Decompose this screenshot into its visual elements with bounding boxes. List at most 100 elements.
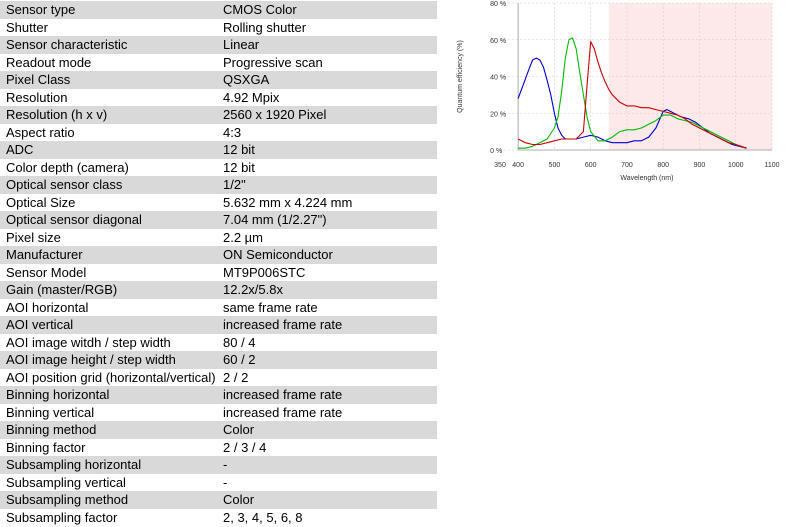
series-line-3: [517, 41, 747, 149]
spec-value: MT9P006STC: [217, 263, 437, 281]
spec-label: AOI image witdh / step width: [0, 333, 217, 351]
spec-value: 2 / 3 / 4: [217, 438, 437, 456]
spec-row: Optical sensor class 1/2": [0, 176, 437, 194]
spec-row: AOI horizontal same frame rate: [0, 298, 437, 316]
spec-row: Pixel Class QSXGA: [0, 71, 437, 89]
sensor-spec-table: Sensor type CMOS Color Shutter Rolling shut…: [0, 1, 437, 526]
spec-value: Progressive scan: [217, 53, 437, 71]
spec-row: Aspect ratio 4:3: [0, 123, 437, 141]
spec-value: increased frame rate: [217, 316, 437, 334]
y-tick-label: 80 %: [490, 1, 506, 8]
spec-row: AOI image height / step width 60 / 2: [0, 351, 437, 369]
spec-value: CMOS Color: [217, 1, 437, 19]
spec-value: 2.2 µm: [217, 228, 437, 246]
spec-value: 5.632 mm x 4.224 mm: [217, 193, 437, 211]
spec-value: 7.04 mm (1/2.27"): [217, 211, 437, 229]
spec-row: Resolution (h x v) 2560 x 1920 Pixel: [0, 106, 437, 124]
spec-value: 4.92 Mpix: [217, 88, 437, 106]
series-line-2: [518, 37, 747, 149]
spec-label: Resolution: [0, 88, 217, 106]
spec-label: Pixel size: [0, 228, 217, 246]
spec-value: 12 bit: [217, 158, 437, 176]
y-axis-label: Quantum efficiency (%): [457, 40, 464, 113]
spec-label: AOI position grid (horizontal/vertical): [0, 368, 217, 386]
spec-label: Optical sensor class: [0, 176, 217, 194]
spec-row: Binning factor 2 / 3 / 4: [0, 438, 437, 456]
spec-row: Gain (master/RGB) 12.2x/5.8x: [0, 281, 437, 299]
spec-value: 12.2x/5.8x: [217, 281, 437, 299]
spec-table-body: Sensor type CMOS Color Shutter Rolling shut…: [0, 1, 437, 526]
spec-row: AOI vertical increased frame rate: [0, 316, 437, 334]
spec-label: Optical sensor diagonal: [0, 211, 217, 229]
spec-value: 2 / 2: [217, 368, 437, 386]
spec-row: AOI position grid (horizontal/vertical) 2…: [0, 368, 437, 386]
spec-value: increased frame rate: [217, 386, 437, 404]
series-line-1: [517, 57, 747, 149]
spec-label: AOI vertical: [0, 316, 217, 334]
spec-label: Binning factor: [0, 438, 217, 456]
spec-row: Optical Size 5.632 mm x 4.224 mm: [0, 193, 437, 211]
quantum-efficiency-chart: 0 % 20 % 40 % 60 % 80 % 350 400 500 600 700 800 900…: [450, 0, 787, 190]
spec-value: increased frame rate: [217, 403, 437, 421]
spec-value: 60 / 2: [217, 351, 437, 369]
spec-value: Linear: [217, 36, 437, 54]
spec-label: Readout mode: [0, 53, 217, 71]
spec-row: Binning horizontal increased frame rate: [0, 386, 437, 404]
spec-value: 12 bit: [217, 141, 437, 159]
spec-row: Subsampling horizontal -: [0, 456, 437, 474]
x-tick-label: 500: [549, 162, 561, 169]
spec-row: Resolution 4.92 Mpix: [0, 88, 437, 106]
spec-label: Optical Size: [0, 193, 217, 211]
y-tick-label: 40 %: [490, 75, 506, 82]
spec-row: Sensor Model MT9P006STC: [0, 263, 437, 281]
spec-label: Sensor characteristic: [0, 36, 217, 54]
spec-row: Subsampling factor 2, 3, 4, 5, 6, 8: [0, 508, 437, 526]
spec-value: Color: [217, 491, 437, 509]
spec-label: AOI horizontal: [0, 298, 217, 316]
x-tick-label: 350: [494, 162, 506, 169]
spec-value: -: [217, 473, 437, 491]
spec-row: Readout mode Progressive scan: [0, 53, 437, 71]
spec-label: Binning method: [0, 421, 217, 439]
y-tick-label: 0 %: [490, 148, 502, 155]
spec-label: Gain (master/RGB): [0, 281, 217, 299]
spec-row: Binning method Color: [0, 421, 437, 439]
spec-row: Shutter Rolling shutter: [0, 18, 437, 36]
spec-label: Sensor Model: [0, 263, 217, 281]
spec-value: -: [217, 456, 437, 474]
spec-value: 2, 3, 4, 5, 6, 8: [217, 508, 437, 526]
x-tick-label: 900: [694, 162, 706, 169]
spec-row: Binning vertical increased frame rate: [0, 403, 437, 421]
spec-row: ADC 12 bit: [0, 141, 437, 159]
spec-row: Sensor type CMOS Color: [0, 1, 437, 19]
x-tick-label: 600: [585, 162, 597, 169]
spec-value: Rolling shutter: [217, 18, 437, 36]
spec-value: 4:3: [217, 123, 437, 141]
spec-label: Subsampling horizontal: [0, 456, 217, 474]
x-tick-label: 400: [512, 162, 524, 169]
spec-row: Sensor characteristic Linear: [0, 36, 437, 54]
x-axis-label: Wavelength (nm): [620, 175, 673, 182]
spec-label: Binning vertical: [0, 403, 217, 421]
spec-label: AOI image height / step width: [0, 351, 217, 369]
spec-value: Color: [217, 421, 437, 439]
x-tick-label: 1000: [728, 162, 744, 169]
x-tick-label: 1100: [764, 162, 779, 169]
x-tick-label: 700: [621, 162, 633, 169]
spec-value: QSXGA: [217, 71, 437, 89]
y-tick-label: 60 %: [490, 38, 506, 45]
spec-row: AOI image witdh / step width 80 / 4: [0, 333, 437, 351]
spec-row: Subsampling method Color: [0, 491, 437, 509]
spec-row: Manufacturer ON Semiconductor: [0, 246, 437, 264]
spec-label: Subsampling factor: [0, 508, 217, 526]
spec-row: Optical sensor diagonal 7.04 mm (1/2.27"): [0, 211, 437, 229]
spec-label: Pixel Class: [0, 71, 217, 89]
y-tick-label: 20 %: [490, 111, 506, 118]
quantum-efficiency-chart-svg: 0 % 20 % 40 % 60 % 80 % 350 400 500 600 700 800 900…: [457, 1, 780, 182]
spec-value: 1/2": [217, 176, 437, 194]
spec-label: Manufacturer: [0, 246, 217, 264]
spec-label: Subsampling vertical: [0, 473, 217, 491]
spec-label: Binning horizontal: [0, 386, 217, 404]
spec-value: 2560 x 1920 Pixel: [217, 106, 437, 124]
spec-row: Pixel size 2.2 µm: [0, 228, 437, 246]
